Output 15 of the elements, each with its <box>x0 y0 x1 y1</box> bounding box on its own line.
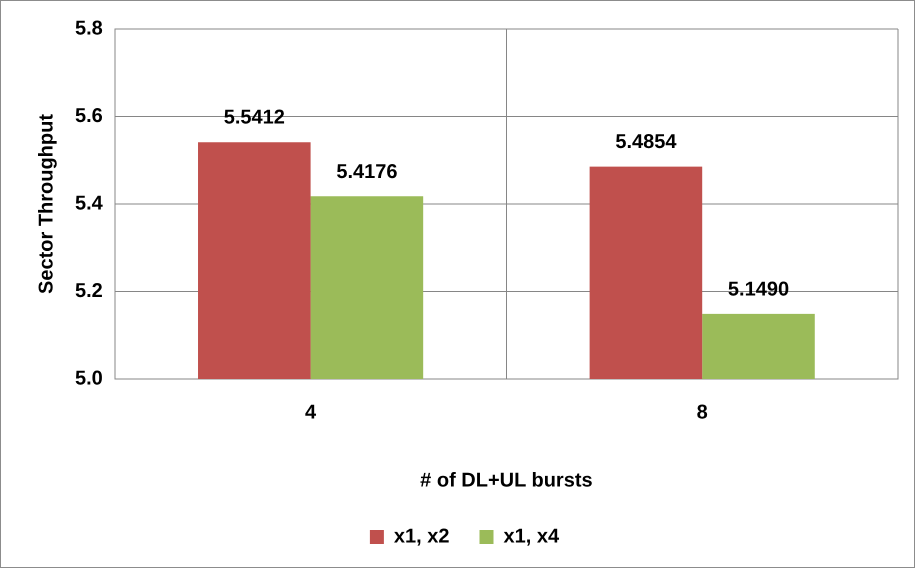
y-tick-label: 5.6 <box>74 105 103 128</box>
x-tick-label: 8 <box>696 402 708 424</box>
y-tick-label: 5.8 <box>74 18 103 40</box>
y-tick-label: 5.4 <box>74 192 104 215</box>
y-axis-title: Sector Throughput <box>36 114 58 294</box>
y-tick-label: 5.0 <box>74 368 103 390</box>
legend-label: x1, x2 <box>394 526 450 548</box>
data-label: 5.5412 <box>224 106 285 129</box>
x-tick-label: 4 <box>305 402 318 424</box>
y-tick-label: 5.2 <box>74 280 103 302</box>
legend-label: x1, x4 <box>504 526 560 548</box>
data-label: 5.4176 <box>336 160 398 183</box>
data-label: 5.4854 <box>615 131 678 154</box>
data-label: 5.1490 <box>728 278 790 300</box>
x-axis-title: # of DL+UL bursts <box>420 470 593 492</box>
